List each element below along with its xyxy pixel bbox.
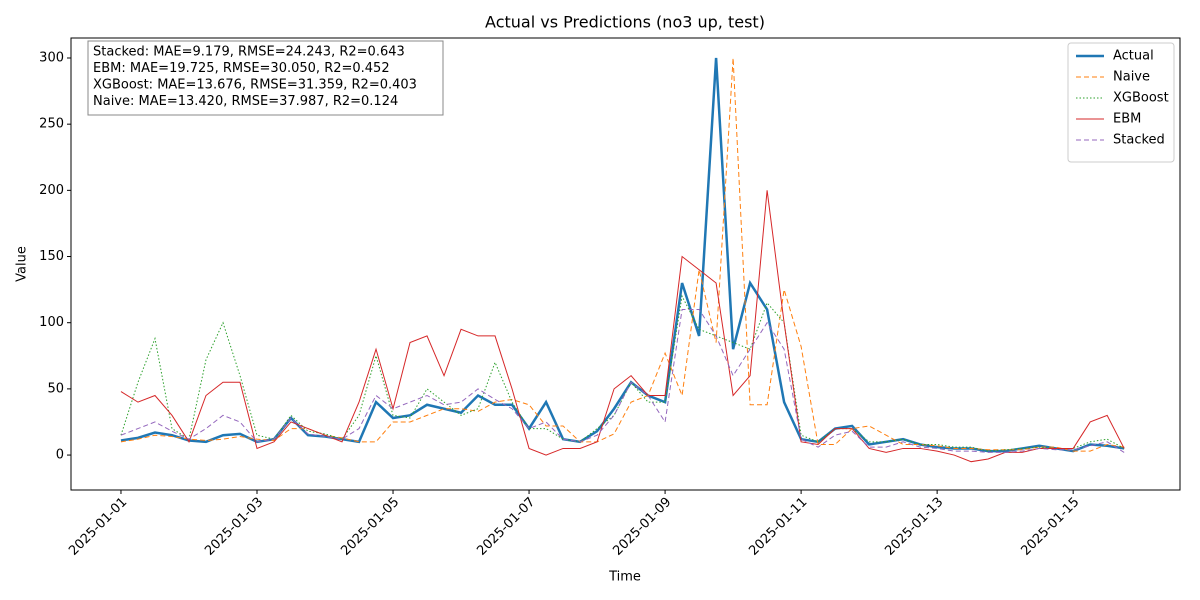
series-line <box>120 308 1125 453</box>
legend-label: EBM <box>1113 112 1141 127</box>
y-tick-label: 50 <box>47 381 64 396</box>
plot-frame <box>70 37 1181 491</box>
annotation: XGBoost: MAE=13.676, RMSE=31.359, R2=0.4… <box>93 78 417 93</box>
legend-label: XGBoost <box>1113 91 1169 106</box>
annotation: Naive: MAE=13.420, RMSE=37.987, R2=0.124 <box>93 94 398 109</box>
legend-box <box>1067 42 1175 163</box>
legend-label: Stacked <box>1113 133 1165 148</box>
legend-label: Naive <box>1113 70 1150 85</box>
annotation: EBM: MAE=19.725, RMSE=30.050, R2=0.452 <box>93 61 390 76</box>
y-tick-label: 150 <box>39 249 64 264</box>
y-tick-label: 0 <box>56 448 64 463</box>
annotation: Stacked: MAE=9.179, RMSE=24.243, R2=0.64… <box>93 45 405 60</box>
series-line <box>120 190 1125 463</box>
y-tick-label: 200 <box>39 183 64 198</box>
y-tick-label: 300 <box>39 50 64 65</box>
chart-title: Actual vs Predictions (no3 up, test) <box>485 13 765 32</box>
y-tick-label: 100 <box>39 315 64 330</box>
y-axis-label: Value <box>15 246 30 282</box>
annotation-box <box>87 40 444 116</box>
x-axis-label: Time <box>608 570 641 585</box>
legend-label: Actual <box>1113 49 1154 64</box>
series-line <box>120 57 1125 452</box>
y-tick-label: 250 <box>39 117 64 132</box>
